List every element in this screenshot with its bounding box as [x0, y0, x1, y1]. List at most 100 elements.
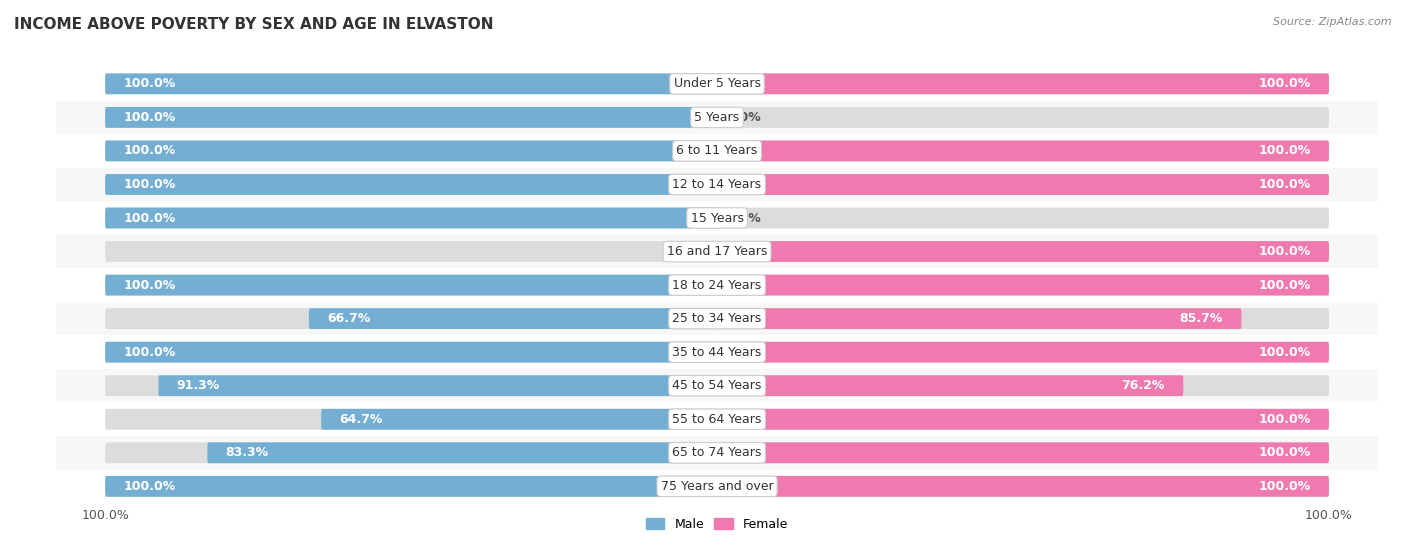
FancyBboxPatch shape: [717, 207, 1329, 229]
Bar: [56, 201, 1378, 235]
Text: 100.0%: 100.0%: [1258, 144, 1310, 158]
Text: 65 to 74 Years: 65 to 74 Years: [672, 446, 762, 459]
FancyBboxPatch shape: [105, 274, 717, 296]
Text: 64.7%: 64.7%: [339, 413, 382, 426]
FancyBboxPatch shape: [717, 409, 1329, 430]
Bar: [56, 335, 1378, 369]
FancyBboxPatch shape: [717, 107, 1329, 128]
FancyBboxPatch shape: [717, 308, 1241, 329]
Bar: [56, 470, 1378, 503]
Text: 15 Years: 15 Years: [690, 211, 744, 225]
FancyBboxPatch shape: [105, 207, 717, 229]
Bar: [56, 168, 1378, 201]
FancyBboxPatch shape: [717, 375, 1329, 396]
Bar: [56, 235, 1378, 268]
FancyBboxPatch shape: [717, 442, 1329, 463]
Text: 100.0%: 100.0%: [1258, 345, 1310, 359]
Text: 18 to 24 Years: 18 to 24 Years: [672, 278, 762, 292]
FancyBboxPatch shape: [105, 207, 717, 229]
Text: 5 Years: 5 Years: [695, 111, 740, 124]
Bar: [56, 369, 1378, 402]
Text: 0.0%: 0.0%: [727, 211, 761, 225]
FancyBboxPatch shape: [105, 442, 717, 463]
Text: 100.0%: 100.0%: [1258, 480, 1310, 493]
Text: 0.0%: 0.0%: [727, 111, 761, 124]
Bar: [56, 268, 1378, 302]
Bar: [56, 101, 1378, 134]
FancyBboxPatch shape: [717, 241, 1329, 262]
FancyBboxPatch shape: [717, 174, 1329, 195]
Text: 100.0%: 100.0%: [124, 77, 176, 91]
FancyBboxPatch shape: [717, 73, 1329, 94]
Bar: [56, 67, 1378, 101]
FancyBboxPatch shape: [717, 73, 1329, 94]
FancyBboxPatch shape: [717, 140, 1329, 162]
Text: 85.7%: 85.7%: [1180, 312, 1223, 325]
Text: 100.0%: 100.0%: [124, 144, 176, 158]
Text: 100.0%: 100.0%: [124, 480, 176, 493]
Text: 100.0%: 100.0%: [1258, 278, 1310, 292]
Text: 100.0%: 100.0%: [124, 111, 176, 124]
Bar: [56, 302, 1378, 335]
Text: 100.0%: 100.0%: [124, 178, 176, 191]
FancyBboxPatch shape: [105, 342, 717, 363]
FancyBboxPatch shape: [105, 241, 717, 262]
Text: 100.0%: 100.0%: [1258, 446, 1310, 459]
FancyBboxPatch shape: [105, 274, 717, 296]
FancyBboxPatch shape: [105, 107, 717, 128]
FancyBboxPatch shape: [717, 174, 1329, 195]
FancyBboxPatch shape: [717, 241, 1329, 262]
Text: 91.3%: 91.3%: [177, 379, 219, 392]
Legend: Male, Female: Male, Female: [641, 513, 793, 536]
FancyBboxPatch shape: [105, 174, 717, 195]
Text: 100.0%: 100.0%: [124, 211, 176, 225]
Text: 35 to 44 Years: 35 to 44 Years: [672, 345, 762, 359]
FancyBboxPatch shape: [717, 274, 1329, 296]
FancyBboxPatch shape: [717, 140, 1329, 162]
Text: 25 to 34 Years: 25 to 34 Years: [672, 312, 762, 325]
Text: 100.0%: 100.0%: [124, 278, 176, 292]
FancyBboxPatch shape: [105, 107, 717, 128]
FancyBboxPatch shape: [105, 476, 717, 497]
FancyBboxPatch shape: [159, 375, 717, 396]
FancyBboxPatch shape: [717, 409, 1329, 430]
FancyBboxPatch shape: [717, 342, 1329, 363]
FancyBboxPatch shape: [717, 476, 1329, 497]
Text: 100.0%: 100.0%: [1258, 413, 1310, 426]
Text: Under 5 Years: Under 5 Years: [673, 77, 761, 91]
Text: 83.3%: 83.3%: [226, 446, 269, 459]
Text: 55 to 64 Years: 55 to 64 Years: [672, 413, 762, 426]
FancyBboxPatch shape: [105, 342, 717, 363]
Text: Source: ZipAtlas.com: Source: ZipAtlas.com: [1274, 17, 1392, 27]
FancyBboxPatch shape: [105, 73, 717, 94]
FancyBboxPatch shape: [309, 308, 717, 329]
Text: INCOME ABOVE POVERTY BY SEX AND AGE IN ELVASTON: INCOME ABOVE POVERTY BY SEX AND AGE IN E…: [14, 17, 494, 32]
FancyBboxPatch shape: [717, 442, 1329, 463]
FancyBboxPatch shape: [717, 274, 1329, 296]
Bar: [56, 134, 1378, 168]
Text: 76.2%: 76.2%: [1122, 379, 1166, 392]
FancyBboxPatch shape: [105, 140, 717, 162]
FancyBboxPatch shape: [717, 308, 1329, 329]
FancyBboxPatch shape: [105, 73, 717, 94]
Text: 16 and 17 Years: 16 and 17 Years: [666, 245, 768, 258]
FancyBboxPatch shape: [105, 476, 717, 497]
FancyBboxPatch shape: [207, 442, 717, 463]
FancyBboxPatch shape: [105, 375, 717, 396]
Text: 0.0%: 0.0%: [673, 245, 707, 258]
FancyBboxPatch shape: [321, 409, 717, 430]
FancyBboxPatch shape: [105, 409, 717, 430]
Text: 100.0%: 100.0%: [1258, 245, 1310, 258]
Text: 66.7%: 66.7%: [328, 312, 371, 325]
Text: 75 Years and over: 75 Years and over: [661, 480, 773, 493]
FancyBboxPatch shape: [105, 140, 717, 162]
FancyBboxPatch shape: [717, 342, 1329, 363]
Text: 6 to 11 Years: 6 to 11 Years: [676, 144, 758, 158]
Text: 45 to 54 Years: 45 to 54 Years: [672, 379, 762, 392]
Text: 100.0%: 100.0%: [1258, 178, 1310, 191]
FancyBboxPatch shape: [717, 375, 1184, 396]
Text: 100.0%: 100.0%: [1258, 77, 1310, 91]
FancyBboxPatch shape: [105, 174, 717, 195]
FancyBboxPatch shape: [105, 308, 717, 329]
FancyBboxPatch shape: [717, 476, 1329, 497]
